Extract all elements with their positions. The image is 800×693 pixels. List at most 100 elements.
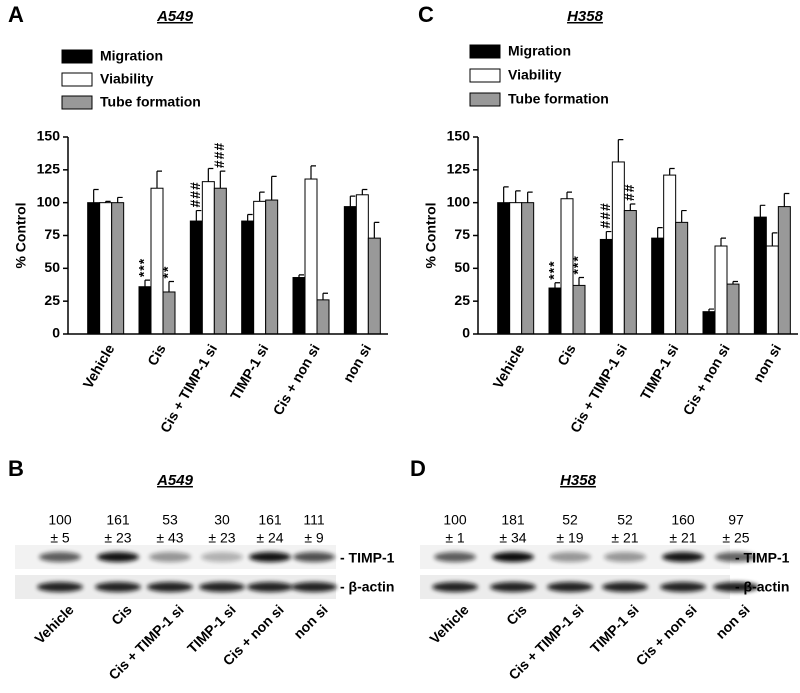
significance-label: *** — [546, 260, 562, 279]
actin-band — [37, 582, 83, 592]
legend-swatch — [61, 95, 93, 110]
bar — [304, 178, 318, 335]
error-bar — [168, 280, 174, 292]
bar — [162, 291, 176, 335]
quant-error: ± 23 — [104, 530, 131, 546]
error-bar — [298, 274, 304, 278]
bar — [623, 210, 637, 335]
significance-label: *** — [136, 258, 152, 277]
quant-value: 52 — [562, 512, 578, 528]
x-tick-label: Cis — [554, 341, 579, 368]
quant-error: ± 21 — [669, 530, 696, 546]
actin-band — [660, 582, 706, 592]
error-bar — [195, 209, 202, 222]
chart-title: H358 — [567, 8, 604, 25]
error-bar — [361, 188, 368, 195]
bar — [509, 202, 523, 335]
bar — [765, 245, 779, 335]
error-bar — [105, 200, 111, 203]
bar — [111, 202, 125, 335]
bar — [253, 200, 267, 335]
error-bar — [515, 190, 521, 203]
legend-swatch — [469, 92, 501, 107]
chart-title: A549 — [156, 8, 194, 25]
y-tick-label: 25 — [454, 292, 470, 308]
error-bar — [247, 213, 253, 222]
error-bar — [503, 186, 509, 203]
panel-label: C — [418, 2, 434, 27]
panel-label: D — [410, 456, 426, 481]
actin-band — [247, 582, 293, 592]
quant-error: ± 5 — [50, 530, 70, 546]
y-axis-title: % Control — [423, 202, 439, 268]
significance-label: ** — [160, 266, 176, 279]
bar — [99, 202, 113, 335]
y-tick-label: 0 — [462, 325, 470, 341]
bar — [521, 202, 535, 335]
quant-error: ± 34 — [499, 530, 526, 546]
y-tick-label: 75 — [44, 226, 60, 242]
quant-value: 161 — [258, 512, 282, 528]
lane-label: Vehicle — [31, 601, 77, 647]
bar — [548, 287, 562, 335]
timp1-band — [604, 552, 646, 562]
x-tick-label: Cis — [144, 341, 169, 368]
y-tick-label: 125 — [37, 161, 61, 177]
timp1-band — [549, 552, 591, 562]
lane-label: Cis — [503, 601, 530, 628]
quant-value: 100 — [443, 512, 467, 528]
error-bar — [259, 191, 265, 202]
error-bar — [207, 167, 214, 182]
bar — [753, 216, 767, 335]
actin-band — [432, 582, 478, 592]
x-tick-label: Vehicle — [79, 341, 117, 391]
y-tick-label: 0 — [52, 325, 60, 341]
quant-value: 52 — [617, 512, 633, 528]
quant-error: ± 23 — [208, 530, 235, 546]
lane-label: non si — [290, 601, 330, 641]
bar — [675, 221, 689, 335]
error-bar — [720, 237, 726, 247]
quant-value: 100 — [48, 512, 72, 528]
significance-label: ## — [621, 183, 637, 201]
timp1-band — [492, 552, 534, 562]
timp1-band — [201, 552, 243, 562]
bar — [497, 202, 511, 335]
bar — [367, 237, 381, 335]
quant-error: ± 24 — [256, 530, 283, 546]
timp1-band — [39, 552, 81, 562]
x-tick-label: Cis + non si — [679, 341, 732, 417]
legend-label: Migration — [100, 48, 163, 64]
error-bar — [554, 282, 560, 289]
actin-band — [602, 582, 648, 592]
bar — [189, 220, 203, 335]
error-bar — [219, 170, 226, 189]
lane-label: TIMP-1 si — [587, 601, 642, 656]
bar — [572, 284, 586, 335]
y-tick-label: 100 — [447, 193, 471, 209]
error-bar — [271, 175, 277, 201]
quant-error: ± 1 — [445, 530, 465, 546]
legend-swatch — [61, 49, 93, 64]
error-bar — [771, 232, 778, 247]
error-bar — [708, 308, 714, 312]
x-tick-label: Cis + non si — [269, 341, 322, 417]
quant-value: 111 — [303, 512, 324, 528]
legend-label: Migration — [508, 43, 571, 59]
error-bar — [322, 292, 328, 300]
y-tick-label: 125 — [447, 161, 471, 177]
x-tick-label: TIMP-1 si — [227, 341, 272, 402]
error-bar — [373, 221, 380, 239]
bar — [265, 199, 279, 335]
bar — [714, 245, 728, 335]
y-tick-label: 150 — [447, 128, 471, 144]
bar — [599, 238, 613, 335]
error-bar — [93, 188, 99, 203]
lane-label: Cis + non si — [633, 601, 700, 668]
actin-band — [95, 582, 141, 592]
quant-error: ± 9 — [304, 530, 324, 546]
quant-value: 30 — [214, 512, 230, 528]
legend-label: Viability — [100, 71, 154, 87]
bar — [702, 311, 716, 335]
